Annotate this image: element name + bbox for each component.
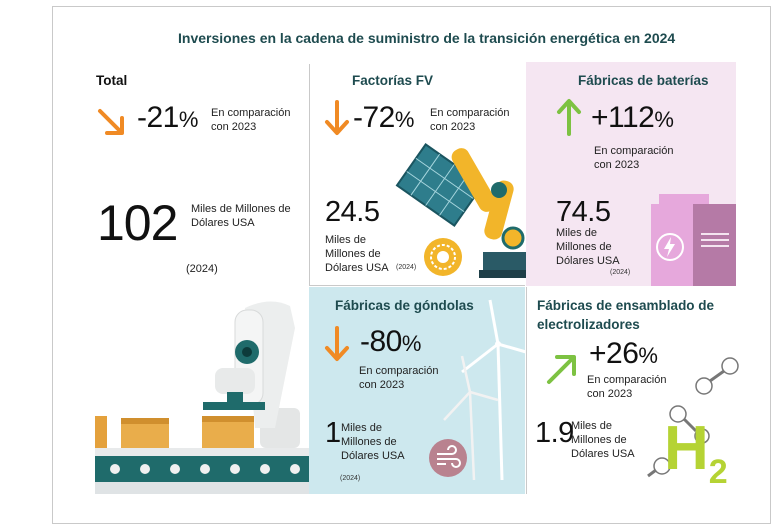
h2-symbol: H2 — [664, 414, 728, 491]
fv-comparison: En comparación con 2023 — [430, 107, 510, 133]
gondolas-year: (2024) — [340, 475, 361, 482]
baterias-change: +112% — [591, 101, 674, 134]
wind-icon — [429, 439, 467, 477]
electrolizadores-label-line1: Fábricas de ensamblado de — [537, 298, 715, 313]
gondolas-change: -80% — [360, 325, 421, 358]
gondolas-comparison: En comparación con 2023 — [359, 365, 439, 391]
baterias-label: Fábricas de baterías — [578, 73, 709, 88]
down-arrow-icon — [325, 100, 349, 135]
up-arrow-icon — [547, 355, 576, 384]
total-comparison: En comparación con 2023 — [211, 107, 291, 133]
baterias-comparison: En comparación con 2023 — [594, 145, 674, 171]
electrolizadores-comparison: En comparación con 2023 — [587, 374, 667, 400]
fv-year: (2024) — [396, 264, 417, 271]
infographic-title: Inversiones en la cadena de suministro d… — [178, 30, 676, 46]
total-change: -21% — [137, 101, 198, 134]
fv-value: 24.5 — [325, 196, 380, 228]
factory-robot-conveyor-icon — [95, 301, 309, 494]
electrolizadores-label-line2: electrolizadores — [537, 317, 640, 332]
gear-icon — [424, 238, 462, 276]
panel-gondolas-box — [309, 287, 525, 494]
total-value: 102 — [97, 195, 178, 251]
total-unit: Miles de Millones de Dólares USA — [191, 203, 291, 229]
molecule-icon — [695, 357, 739, 395]
fv-unit: Miles de Millones de Dólares USA — [325, 234, 389, 274]
panel-electrolizadores-box — [526, 287, 736, 494]
gondolas-value: 1 — [325, 417, 341, 449]
fv-change: -72% — [353, 101, 414, 134]
electrolizadores-change: +26% — [589, 337, 658, 370]
fv-label: Factorías FV — [352, 73, 434, 88]
down-arrow-icon — [325, 326, 349, 361]
up-arrow-icon — [557, 99, 581, 136]
down-arrow-icon — [98, 109, 124, 135]
panel-fv-box — [309, 64, 525, 286]
gondolas-label: Fábricas de góndolas — [335, 298, 474, 313]
gondolas-unit: Miles de Millones de Dólares USA — [341, 422, 405, 462]
baterias-value: 74.5 — [556, 196, 611, 228]
electrolizadores-unit: Miles de Millones de Dólares USA — [571, 420, 635, 460]
lightning-icon — [656, 233, 684, 261]
solar-panel-robot-arm-icon — [395, 143, 533, 278]
total-year: (2024) — [186, 263, 218, 275]
baterias-year: (2024) — [610, 269, 631, 276]
molecule-icon — [647, 405, 710, 478]
baterias-unit: Miles de Millones de Dólares USA — [556, 227, 620, 267]
wind-turbine-icon — [443, 299, 527, 481]
total-label: Total — [96, 73, 128, 88]
electrolizadores-value: 1.9 — [535, 417, 574, 449]
